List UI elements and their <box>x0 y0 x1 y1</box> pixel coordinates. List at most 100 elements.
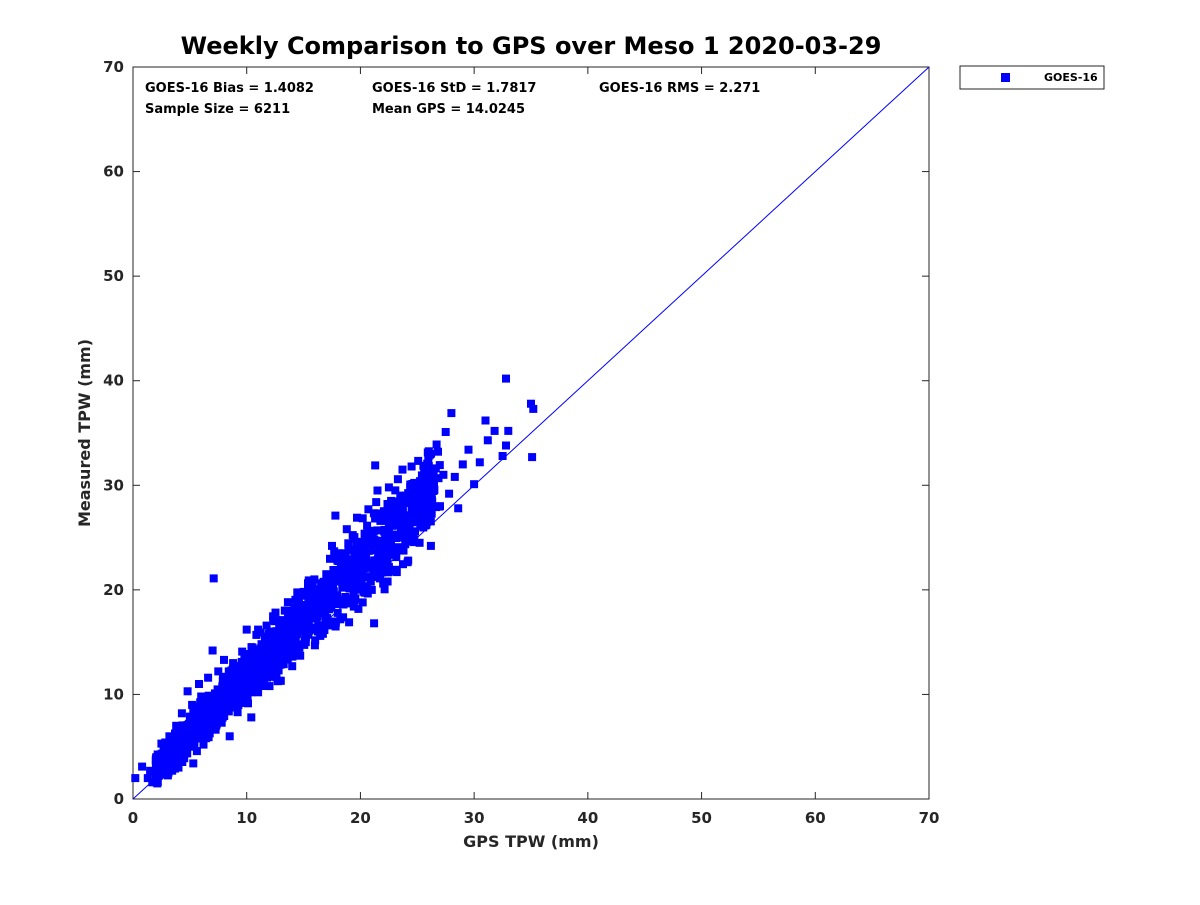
data-point <box>420 519 429 528</box>
data-point <box>138 762 147 771</box>
x-tick-label: 50 <box>691 809 712 827</box>
data-point <box>502 374 510 383</box>
bias-stat: GOES-16 Bias = 1.4082 <box>145 81 314 96</box>
data-point <box>312 613 321 622</box>
data-point <box>413 489 422 498</box>
data-point <box>219 672 227 681</box>
data-point <box>395 543 404 552</box>
data-point <box>270 627 279 636</box>
data-point <box>475 458 484 467</box>
y-tick-label: 10 <box>103 685 124 703</box>
data-point <box>242 625 251 634</box>
data-point <box>290 636 299 645</box>
data-point <box>370 619 379 628</box>
data-point <box>391 497 400 506</box>
data-point <box>341 578 350 587</box>
data-point <box>383 577 392 586</box>
data-point <box>310 575 319 584</box>
data-point <box>414 509 423 518</box>
x-tick-label: 40 <box>577 809 598 827</box>
data-point <box>270 650 279 659</box>
data-point <box>314 627 323 636</box>
data-point <box>427 509 436 518</box>
data-point <box>363 521 372 530</box>
data-point <box>263 636 272 644</box>
data-point <box>418 490 427 499</box>
data-point <box>417 501 426 510</box>
data-point <box>296 651 305 660</box>
data-point <box>334 600 342 608</box>
data-point <box>409 495 418 504</box>
data-point <box>204 727 213 736</box>
data-point <box>447 409 456 418</box>
data-point <box>218 713 227 722</box>
data-point <box>355 567 364 576</box>
data-point <box>199 740 208 749</box>
data-point <box>195 680 203 688</box>
y-axis-label: Measured TPW (mm) <box>75 339 94 527</box>
data-point <box>398 505 407 514</box>
data-point <box>265 648 273 657</box>
data-point <box>396 494 405 503</box>
data-point <box>336 564 345 573</box>
data-point <box>352 550 360 559</box>
data-point <box>415 538 424 547</box>
data-point <box>326 554 334 563</box>
y-tick-label: 20 <box>103 581 124 599</box>
data-point <box>189 707 198 716</box>
data-point <box>197 723 205 732</box>
data-point <box>285 645 294 654</box>
data-point <box>366 577 375 586</box>
data-point <box>316 588 325 597</box>
data-point <box>345 555 354 564</box>
data-point <box>490 426 499 435</box>
data-point <box>389 502 398 511</box>
data-point <box>445 489 454 498</box>
data-point <box>382 514 391 523</box>
x-tick-label: 70 <box>919 809 940 827</box>
data-point <box>277 638 286 647</box>
data-point <box>372 498 381 507</box>
data-point <box>371 461 380 470</box>
data-point <box>464 445 473 454</box>
data-point <box>210 711 219 720</box>
data-point <box>277 616 286 625</box>
data-point <box>401 540 410 549</box>
data-point <box>290 649 299 657</box>
data-point <box>311 603 320 612</box>
data-point <box>310 641 319 650</box>
data-point <box>399 560 407 569</box>
data-point <box>405 523 414 532</box>
data-point <box>435 461 444 470</box>
data-point <box>263 667 272 676</box>
data-point <box>317 593 326 602</box>
data-point <box>288 662 297 671</box>
data-point <box>481 416 490 425</box>
rms-stat: GOES-16 RMS = 2.271 <box>599 81 760 96</box>
data-point <box>188 700 197 709</box>
data-point <box>186 712 195 721</box>
data-point <box>233 685 242 694</box>
data-point <box>301 637 310 646</box>
data-point <box>252 630 261 639</box>
y-tick-label: 50 <box>103 267 124 285</box>
data-point <box>175 723 184 732</box>
data-point <box>342 525 351 534</box>
data-point <box>217 706 226 715</box>
data-point <box>470 480 479 489</box>
data-point <box>374 549 383 558</box>
data-point <box>328 579 337 588</box>
data-point <box>233 675 242 684</box>
data-point <box>426 517 435 526</box>
data-point <box>364 505 373 514</box>
data-point <box>191 730 200 739</box>
data-point <box>193 702 202 711</box>
data-point <box>429 469 438 478</box>
data-point <box>215 699 224 708</box>
data-point <box>153 774 162 783</box>
data-point <box>391 486 400 495</box>
data-point <box>413 484 422 493</box>
data-point <box>380 527 389 536</box>
data-point <box>339 595 347 604</box>
